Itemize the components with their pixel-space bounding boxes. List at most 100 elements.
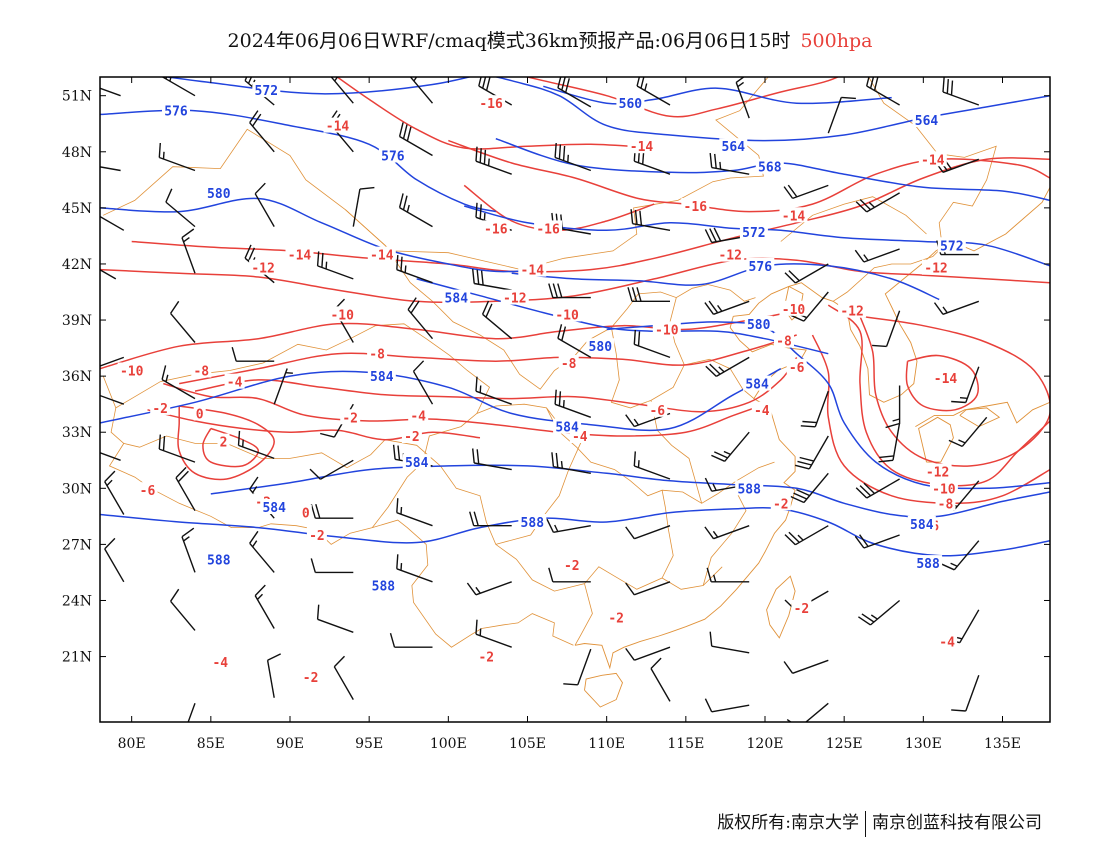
coastline [766, 575, 796, 639]
wind-barb [389, 633, 433, 648]
border-line [123, 435, 723, 592]
border-line [103, 77, 769, 271]
wind-barb [783, 184, 829, 200]
height-contour-label-bg [914, 555, 943, 571]
temperature-contour-label-bg [786, 358, 807, 374]
wind-barb [855, 192, 900, 213]
wind-barb [786, 702, 829, 722]
temperature-contour-label-bg [647, 401, 668, 417]
temperature-contour-label-bg [137, 482, 158, 498]
wind-barb [396, 554, 433, 583]
temperature-contour-label-bg [476, 648, 497, 664]
temperature-contour-label: -8 [776, 335, 792, 350]
height-contour-label: 580 [207, 187, 231, 202]
height-contour-label-bg [755, 158, 784, 174]
height-contour-label-bg [442, 289, 471, 305]
temperature-contour-label-bg [791, 600, 812, 615]
height-contour-label-bg [553, 418, 582, 434]
temperature-contour-label: -4 [212, 656, 228, 671]
wind-barb [858, 599, 901, 626]
temperature-contour-label: -12 [503, 292, 526, 307]
temperature-contour-label-bg [328, 306, 357, 322]
wind-barb [254, 584, 275, 629]
temperature-contour-line [859, 315, 1050, 467]
height-contour-line [161, 77, 473, 95]
temperature-contour-label: -10 [655, 323, 679, 338]
temperature-contour-label: -14 [370, 249, 394, 264]
wind-barb [557, 324, 592, 359]
temperature-contour-line [179, 334, 797, 385]
temperature-contour-label: -16 [484, 222, 508, 237]
temperature-contour-label: -12 [840, 305, 863, 320]
wind-barb [563, 648, 592, 686]
temperature-contour-label: -4 [754, 404, 770, 419]
y-tick-label: 27N [62, 537, 92, 553]
height-contour-label-bg [719, 138, 748, 154]
temperature-contour-label: -16 [536, 222, 560, 237]
height-contour-label-bg [369, 577, 398, 593]
wind-barb [249, 110, 275, 153]
temperature-contour-label-bg [923, 463, 952, 479]
temperature-contour-label: -2 [478, 651, 494, 666]
height-contour-label: 588 [916, 557, 940, 572]
border-line [650, 400, 703, 504]
x-tick-label: 105E [509, 736, 546, 752]
temperature-contour-label-bg [627, 138, 656, 154]
wind-barb [466, 581, 512, 596]
coastline [918, 416, 954, 463]
wind-barb [711, 431, 750, 462]
temperature-contour-label: -10 [120, 365, 144, 380]
height-contour-label: 564 [722, 140, 746, 155]
temperature-contour-label-bg [249, 259, 278, 275]
temperature-contour-label-bg [193, 405, 206, 421]
temperature-contour-label-bg [779, 300, 808, 316]
temperature-contour-label-bg [935, 495, 956, 511]
temperature-contour-label: -2 [342, 411, 358, 426]
y-tick-label: 42N [62, 257, 92, 273]
wind-barb [942, 77, 980, 106]
height-contour-label-bg [367, 368, 396, 384]
temperature-contour-label-bg [340, 409, 361, 425]
map-title-level: 500hpa [800, 30, 873, 52]
coastline [574, 316, 807, 670]
wind-barb [951, 366, 980, 404]
temperature-contour-label: 2 [220, 436, 228, 451]
wind-barb [784, 525, 829, 546]
height-contour-label: 584 [370, 370, 394, 385]
wind-barb [548, 283, 591, 299]
height-contour-line [511, 263, 940, 301]
wind-barb [231, 347, 275, 362]
wind-barb [100, 452, 121, 461]
wind-barb [709, 153, 750, 175]
y-tick-label: 36N [62, 369, 92, 385]
temperature-contour-line [194, 356, 798, 413]
wind-barb [100, 268, 117, 280]
border-line [574, 583, 593, 646]
temperature-contour-label-bg [681, 198, 710, 213]
temperature-contour-label: -12 [926, 466, 949, 481]
height-contour-label-bg [402, 454, 431, 470]
wind-barb [398, 122, 433, 157]
height-contour-label: 580 [747, 318, 771, 333]
y-tick-label: 45N [62, 201, 92, 217]
wind-barb [469, 511, 512, 527]
temperature-contour-label-bg [774, 332, 794, 348]
height-contour-label-bg [204, 551, 233, 567]
wind-barb [412, 360, 434, 405]
temperature-contour-label-bg [518, 261, 547, 277]
temperature-contour-line [131, 157, 1050, 273]
coastline [584, 672, 624, 708]
temperature-contour-label: -14 [521, 264, 545, 279]
border-line [832, 77, 997, 302]
temperature-contour-label: -12 [718, 249, 741, 264]
wind-barb [554, 389, 592, 418]
wind-barb [650, 657, 671, 702]
wind-barb [309, 459, 354, 480]
wind-barb [795, 435, 829, 470]
footer-separator [865, 810, 866, 837]
wind-barb [398, 193, 433, 228]
temperature-contour-label-bg [931, 370, 960, 385]
wind-barb [948, 416, 988, 448]
coastline [733, 282, 834, 317]
